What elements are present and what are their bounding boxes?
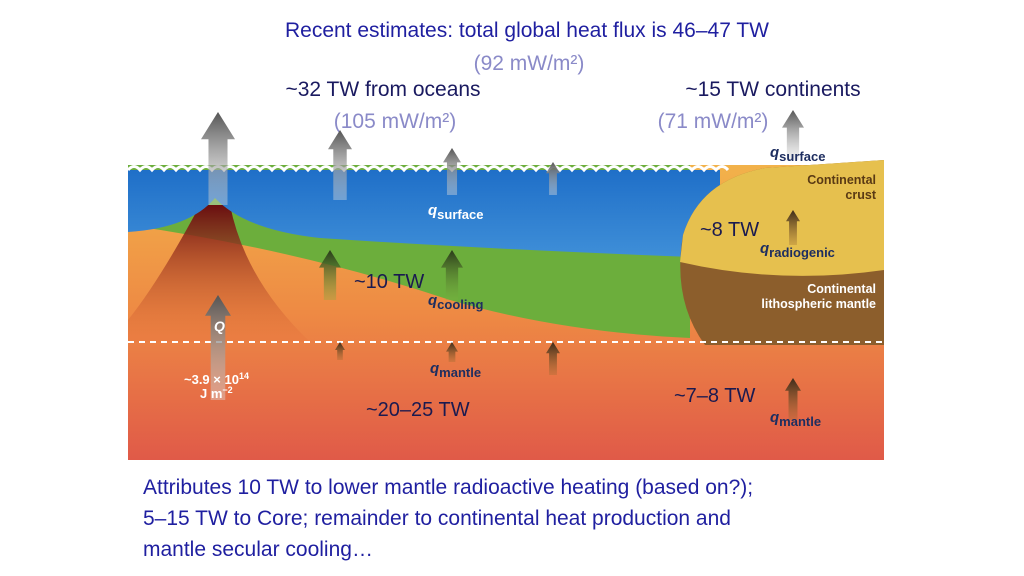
oceans-label: ~32 TW from oceans [285, 78, 480, 101]
footer-line: mantle secular cooling… [143, 538, 373, 561]
heat-arrow [785, 378, 801, 420]
Q-label: Q [214, 318, 225, 334]
radiogenic-tw: ~8 TW [700, 219, 759, 241]
heat-arrow [319, 250, 341, 300]
heat-arrow [328, 130, 352, 200]
q-radiogenic: qradiogenic [760, 240, 835, 260]
footer-line: Attributes 10 TW to lower mantle radioac… [143, 476, 753, 499]
heat-arrow [201, 112, 235, 205]
title: Recent estimates: total global heat flux… [285, 19, 769, 42]
q-surface-continent: qsurface [770, 144, 825, 164]
cooling-tw: ~10 TW [354, 271, 424, 293]
earth-diagram [126, 160, 884, 460]
oceans-flux: (105 mW/m²) [334, 110, 457, 133]
continental-lithospheric-mantle-label: Continental lithospheric mantle [761, 282, 876, 311]
heat-arrow [446, 342, 458, 362]
heat-arrow [335, 342, 345, 360]
continental-crust-label: Continental crust [807, 173, 877, 202]
q-surface-ocean: qsurface [428, 202, 483, 222]
heat-arrow [786, 210, 800, 245]
continents-label: ~15 TW continents [685, 78, 860, 101]
continents-flux: (71 mW/m²) [658, 110, 769, 133]
heat-arrow [546, 342, 560, 375]
q-cooling: qcooling [428, 292, 483, 312]
ocean-mantle-tw: ~20–25 TW [366, 399, 470, 421]
q-mantle-ocean: qmantle [430, 360, 481, 380]
ocean [128, 170, 720, 258]
ridge [128, 205, 310, 342]
footer-line: 5–15 TW to Core; remainder to continenta… [143, 507, 731, 530]
continent-mantle-tw: ~7–8 TW [674, 385, 755, 407]
heat-arrow [782, 110, 804, 160]
heat-arrow [441, 250, 463, 300]
continental-crust [680, 160, 884, 276]
heat-arrow [205, 295, 231, 400]
Q-value: ~3.9 × 1014 J m−2 [184, 371, 249, 401]
subtitle: (92 mW/m²) [474, 52, 585, 75]
heat-arrow [546, 162, 560, 195]
heat-arrow [443, 148, 461, 195]
q-mantle-continent: qmantle [770, 409, 821, 429]
